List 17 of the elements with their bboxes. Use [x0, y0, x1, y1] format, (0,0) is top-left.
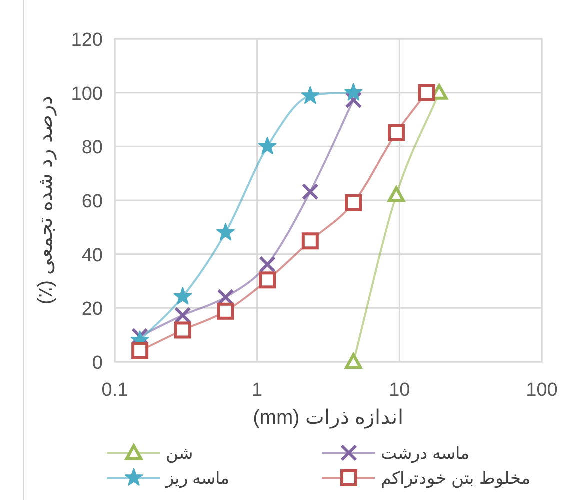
x-tick-label: 1 — [252, 380, 263, 401]
y-tick-label: 20 — [82, 299, 103, 320]
y-tick-label: 0 — [92, 353, 103, 374]
y-tick-label: 100 — [71, 84, 103, 105]
x-tick-label: 10 — [389, 380, 410, 401]
y-tick-label: 120 — [71, 30, 103, 51]
legend-label: ماسه ریز — [165, 469, 230, 489]
legend-label: ماسه درشت — [381, 444, 470, 464]
y-tick-label: 40 — [82, 245, 103, 266]
y-tick-label: 60 — [82, 192, 103, 212]
x-tick-label: 0.1 — [102, 380, 128, 401]
x-axis-title: اندازه ذرات (mm) — [253, 407, 404, 429]
legend-label: مخلوط بتن خودتراکم — [381, 469, 530, 489]
legend-label: شن — [166, 444, 193, 464]
y-axis-title: درصد رد شده تجمعی (٪) — [35, 96, 57, 305]
x-tick-label: 100 — [526, 380, 558, 401]
y-tick-label: 80 — [82, 138, 103, 159]
